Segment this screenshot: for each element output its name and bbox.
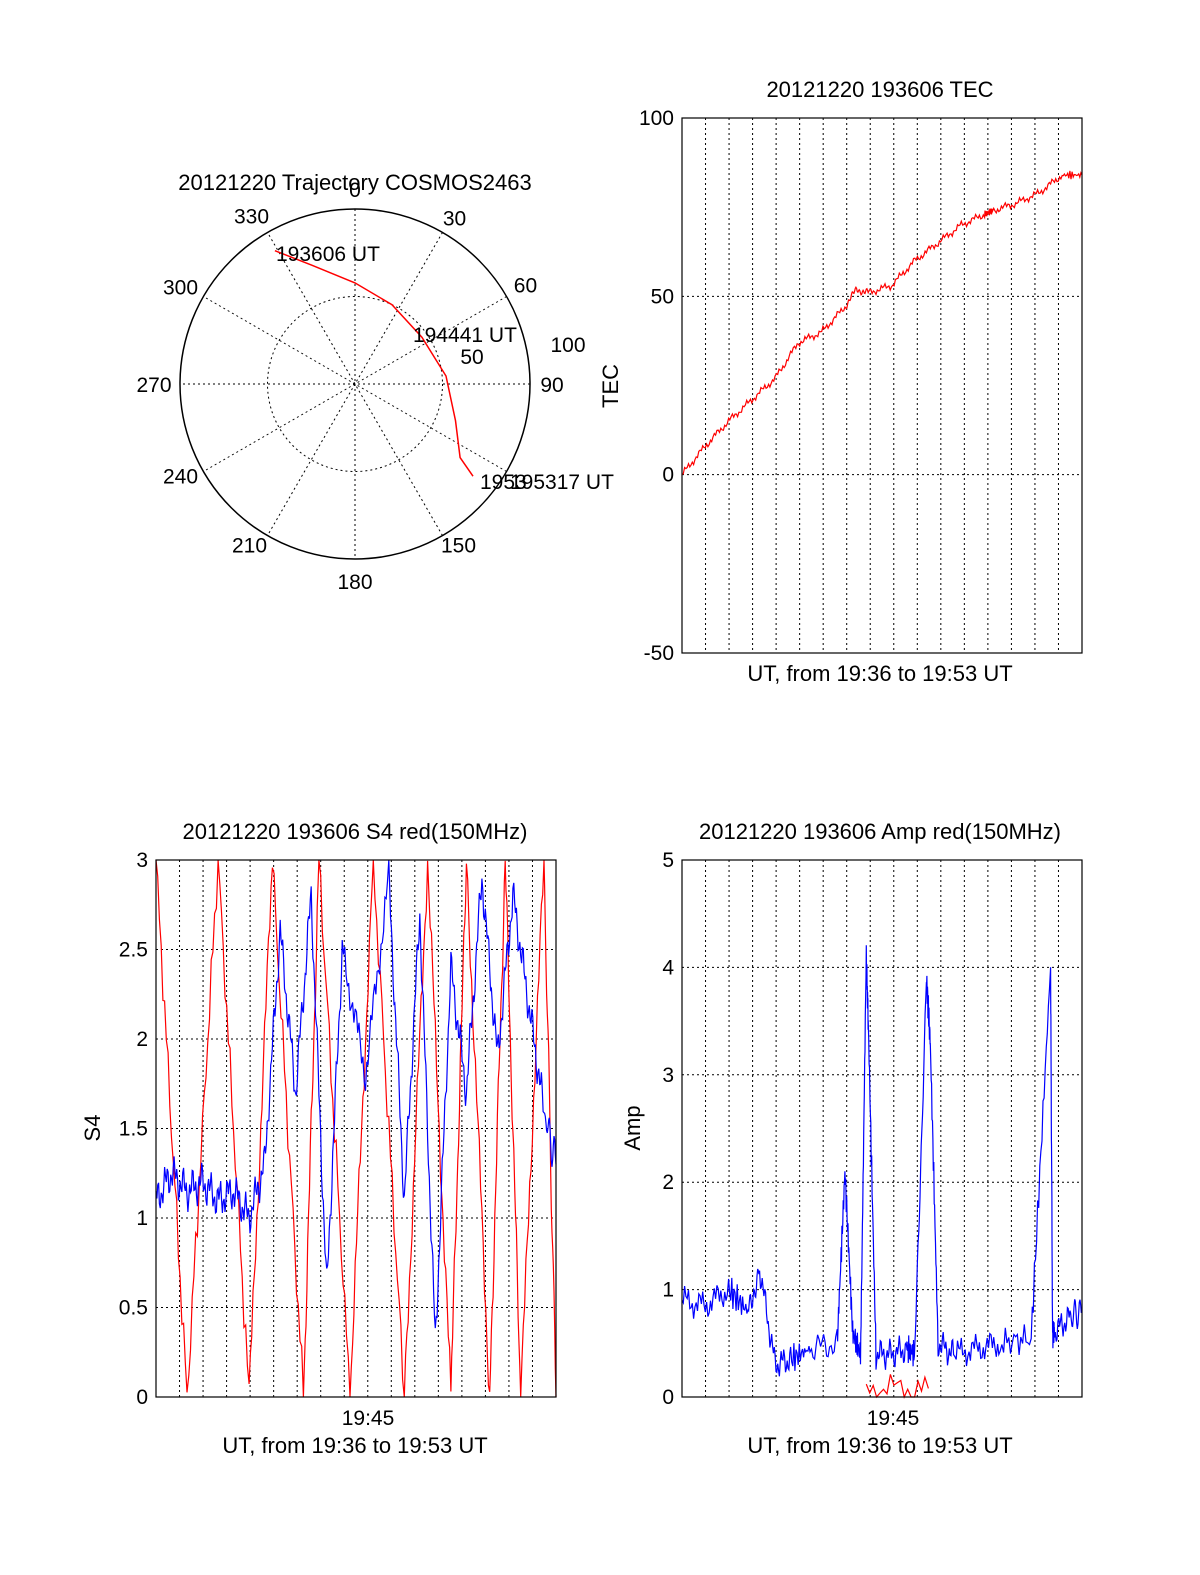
y-tick-label: 2.5 (119, 939, 148, 962)
s4-xtick-label: 19:45 (342, 1407, 395, 1430)
azimuth-label-210: 210 (232, 534, 267, 557)
azimuth-label-60: 60 (514, 275, 537, 298)
s4-plot-frame (155, 859, 557, 1398)
amp-grid (682, 860, 1082, 1397)
amp-y-tick-labels: 0 1 2 3 4 5 (662, 849, 674, 1409)
s4-series-1-line (155, 859, 557, 1329)
trajectory-mid-label: 194441 UT (413, 324, 517, 347)
azimuth-label-180: 180 (337, 571, 372, 594)
tec-series-group (681, 170, 1083, 476)
trajectory-grid (179, 208, 531, 560)
amp-xtick-label: 19:45 (867, 1407, 920, 1430)
y-tick-label: -50 (644, 642, 674, 665)
trajectory-end-overlap-label: 1953 (480, 471, 527, 494)
y-tick-label: 4 (662, 956, 674, 979)
trajectory-azimuth-labels: 0 30 60 90 150 180 210 240 270 300 330 (136, 179, 563, 594)
amp-series-group (681, 945, 1083, 1399)
y-tick-label: 0 (136, 1386, 148, 1409)
azimuth-label-30: 30 (443, 208, 466, 231)
s4-grid (156, 860, 556, 1397)
s4-xlabel: UT, from 19:36 to 19:53 UT (222, 1433, 487, 1458)
tec-plot-frame (681, 117, 1083, 654)
azimuth-label-270: 270 (136, 374, 171, 397)
azimuth-label-300: 300 (163, 277, 198, 300)
radius-label-50: 50 (460, 346, 483, 369)
azimuth-label-240: 240 (163, 466, 198, 489)
amp-xlabel: UT, from 19:36 to 19:53 UT (747, 1433, 1012, 1458)
s4-ylabel: S4 (80, 1115, 105, 1142)
tec-y-tick-labels: -50 0 50 100 (639, 107, 674, 665)
trajectory-start-label: 193606 UT (276, 243, 380, 266)
trajectory-series-line (274, 250, 474, 477)
azimuth-label-330: 330 (234, 206, 269, 229)
y-tick-label: 0 (662, 464, 674, 487)
polar-inner-circle (267, 296, 443, 472)
radius-label-100: 100 (550, 334, 585, 357)
s4-title: 20121220 193606 S4 red(150MHz) (183, 819, 528, 844)
amp-series-0-line (681, 945, 1083, 1377)
y-tick-label: 0.5 (119, 1297, 148, 1320)
amp-line-chart: 20121220 193606 Amp red(150MHz) 0 1 2 3 4 5 1… (620, 819, 1083, 1458)
y-tick-label: 1.5 (119, 1118, 148, 1141)
amp-series-1-line (865, 1374, 929, 1399)
s4-series-0-line (155, 859, 557, 1398)
y-tick-label: 50 (651, 285, 674, 308)
y-tick-label: 1 (662, 1279, 674, 1302)
y-tick-label: 3 (136, 849, 148, 872)
y-tick-label: 2 (662, 1171, 674, 1194)
y-tick-label: 3 (662, 1064, 674, 1087)
s4-y-tick-labels: 0 0.5 1 1.5 2 2.5 3 (119, 849, 148, 1409)
trajectory-title: 20121220 Trajectory COSMOS2463 (178, 170, 531, 195)
tec-grid (682, 118, 1082, 653)
amp-plot-frame (681, 859, 1083, 1398)
tec-series-0-line (681, 170, 1083, 476)
trajectory-end-label: 195317 UT (510, 471, 614, 494)
y-tick-label: 1 (136, 1207, 148, 1230)
tec-line-chart: 20121220 193606 TEC -50 0 50 100 UT, from 1… (598, 77, 1083, 686)
azimuth-label-0: 0 (349, 179, 361, 202)
s4-series-group (155, 859, 557, 1398)
trajectory-polar-chart: 20121220 Trajectory COSMOS2463 0 30 60 90 15… (136, 170, 614, 594)
amp-ylabel: Amp (620, 1105, 645, 1150)
tec-xlabel: UT, from 19:36 to 19:53 UT (747, 661, 1012, 686)
y-tick-label: 100 (639, 107, 674, 130)
azimuth-label-150: 150 (441, 534, 476, 557)
y-tick-label: 2 (136, 1028, 148, 1051)
amp-title: 20121220 193606 Amp red(150MHz) (699, 819, 1061, 844)
tec-ylabel: TEC (598, 364, 623, 408)
polar-spoke-150 (267, 232, 443, 536)
tec-title: 20121220 193606 TEC (766, 77, 993, 102)
y-tick-label: 0 (662, 1386, 674, 1409)
azimuth-label-90: 90 (540, 374, 563, 397)
s4-line-chart: 20121220 193606 S4 red(150MHz) 0 0.5 1 1.5 2… (80, 819, 557, 1458)
y-tick-label: 5 (662, 849, 674, 872)
